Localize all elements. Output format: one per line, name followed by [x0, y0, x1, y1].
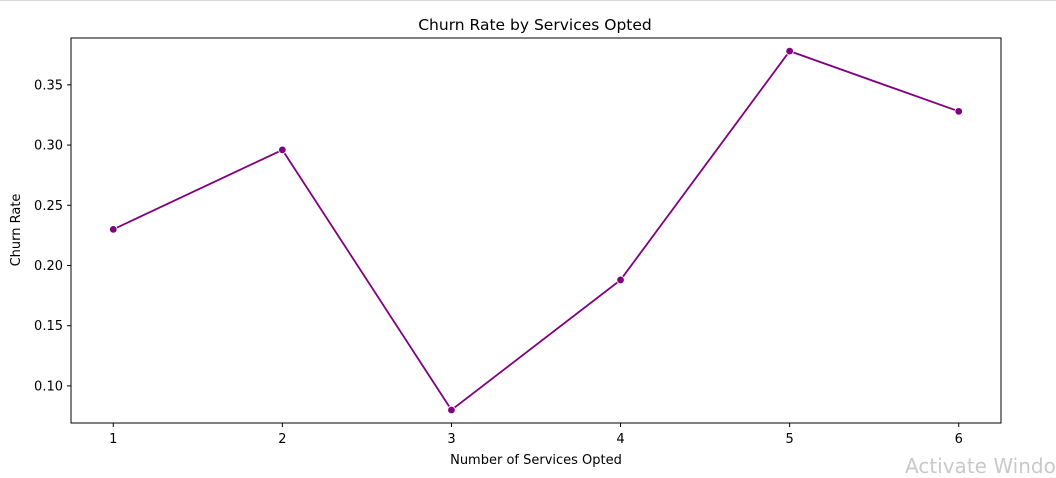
data-point: [109, 225, 118, 234]
window-top-border: [0, 0, 1056, 1]
x-axis-label: Number of Services Opted: [450, 453, 622, 467]
x-axis: 1 2 3 4 5 6: [109, 423, 963, 447]
x-tick-label: 4: [616, 432, 624, 447]
y-tick-label: 0.35: [34, 78, 63, 93]
churn-rate-line: [112, 50, 960, 412]
activate-windows-watermark: Activate Windows: [905, 454, 1056, 478]
y-tick-label: 0.25: [34, 199, 63, 214]
x-tick-label: 6: [955, 432, 963, 447]
y-tick-label: 0.10: [34, 379, 63, 394]
y-tick-label: 0.15: [34, 319, 63, 334]
y-tick-label: 0.20: [34, 259, 63, 274]
y-axis-label: Churn Rate: [9, 194, 24, 267]
data-point: [616, 275, 625, 285]
y-axis: 0.10 0.15 0.20 0.25 0.30 0.35: [34, 78, 71, 394]
data-point: [447, 405, 456, 415]
y-tick-label: 0.30: [34, 139, 63, 154]
x-tick-label: 1: [109, 432, 117, 447]
x-tick-label: 5: [785, 432, 793, 447]
x-tick-label: 3: [447, 432, 455, 447]
series-group: [109, 46, 963, 415]
plot-area-frame: [70, 37, 1002, 424]
data-point: [954, 107, 963, 116]
chart-title: Churn Rate by Services Opted: [418, 16, 652, 34]
data-point: [278, 145, 287, 155]
data-point: [785, 46, 794, 56]
line-chart: Churn Rate by Services Opted 1 2 3 4 5 6 0.10…: [9, 16, 1002, 467]
x-tick-label: 2: [278, 432, 286, 447]
